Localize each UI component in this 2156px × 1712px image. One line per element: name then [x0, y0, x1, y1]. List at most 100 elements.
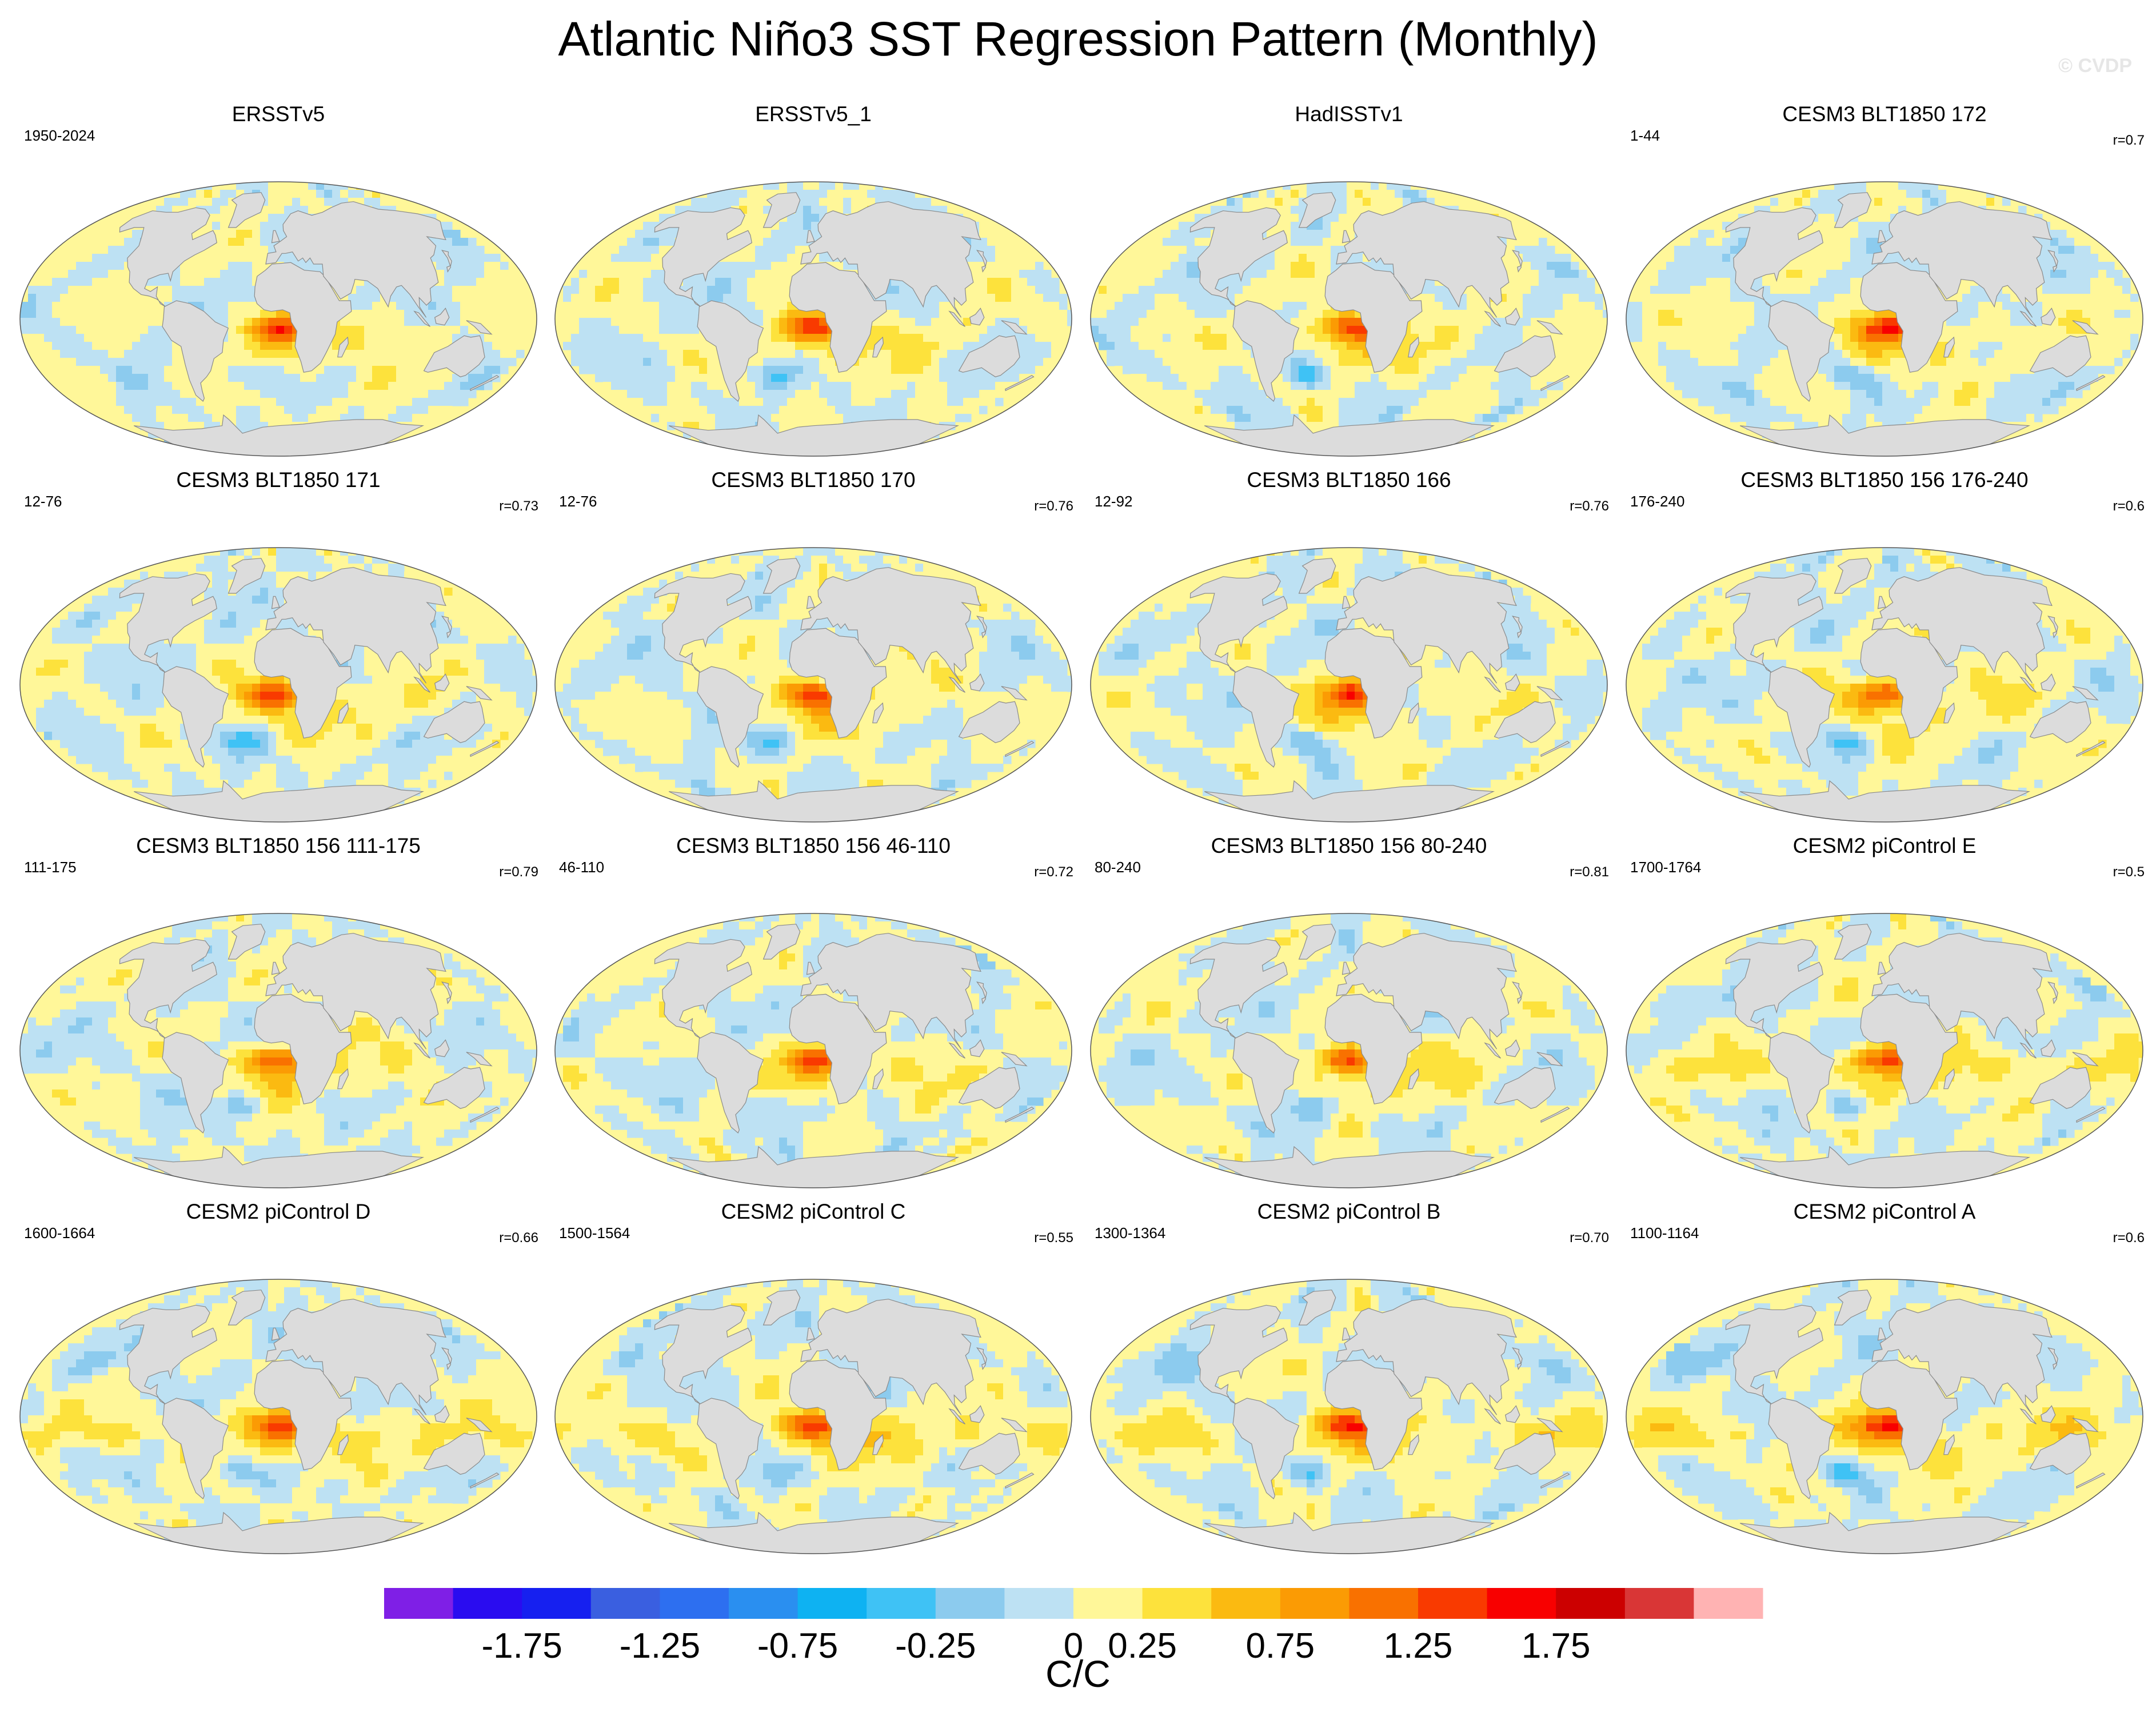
land-mask — [1877, 961, 1886, 975]
land-mask — [1871, 1299, 2053, 1415]
land-mask — [133, 1511, 425, 1554]
land-mask — [254, 993, 352, 1104]
land-mask — [1232, 1032, 1300, 1134]
colorbar-swatch — [797, 1588, 867, 1619]
map-outline — [1626, 1279, 2143, 1554]
colorbar-swatch — [729, 1588, 798, 1619]
land-mask — [1408, 1068, 1420, 1090]
land-mask — [654, 573, 752, 673]
land-mask — [1860, 628, 1958, 739]
land-mask — [1943, 336, 1955, 358]
panel-pattern-correlation: r=0.5 — [2113, 864, 2145, 880]
map-outline — [1626, 181, 2143, 457]
land-mask — [1001, 686, 1028, 701]
land-mask — [697, 1032, 764, 1134]
land-mask — [271, 961, 280, 975]
land-mask — [423, 1432, 485, 1475]
land-mask — [1834, 924, 1872, 960]
land-mask — [806, 961, 815, 975]
land-mask — [2041, 673, 2056, 692]
map-outline — [1090, 1279, 1608, 1554]
land-mask — [466, 686, 493, 701]
panel-years: 80-240 — [1095, 859, 1141, 876]
panel-pattern-correlation: r=0.55 — [1034, 1230, 1073, 1246]
land-mask — [423, 701, 485, 743]
colorbar-swatch — [522, 1588, 592, 1619]
land-mask — [1511, 1347, 1523, 1370]
land-mask — [1189, 573, 1288, 673]
land-mask — [1494, 1067, 1556, 1109]
land-mask — [762, 1290, 801, 1326]
land-mask — [872, 1068, 884, 1090]
land-mask — [958, 701, 1020, 743]
colorbar-swatch — [935, 1588, 1005, 1619]
land-mask — [1536, 320, 1563, 335]
panel-pattern-correlation: r=0.6 — [2113, 1230, 2145, 1246]
land-mask — [976, 616, 987, 638]
land-mask — [227, 192, 266, 228]
land-mask — [2019, 310, 2037, 327]
map-panel: CESM2 piControl B 1300-1364 r=0.70 — [1083, 1199, 1615, 1565]
panel-years: 1700-1764 — [1630, 859, 1701, 876]
land-mask — [423, 1067, 485, 1109]
land-mask — [1408, 1434, 1420, 1455]
land-mask — [466, 1418, 493, 1432]
sst-map — [554, 547, 1072, 823]
land-mask — [434, 673, 450, 692]
land-mask — [1860, 262, 1958, 373]
sst-map — [554, 181, 1072, 457]
sst-map — [19, 1279, 537, 1554]
map-panel: CESM3 BLT1850 171 12-76 r=0.73 — [13, 468, 544, 833]
land-mask — [1505, 1405, 1520, 1423]
land-mask — [1725, 573, 1823, 673]
panel-title: CESM2 piControl B — [1083, 1199, 1615, 1224]
land-mask — [2047, 981, 2058, 1004]
colorbar-swatch — [1142, 1588, 1212, 1619]
land-mask — [1540, 740, 1570, 757]
land-mask — [1725, 939, 1823, 1039]
land-mask — [1768, 1398, 1835, 1499]
land-mask — [2029, 335, 2091, 377]
land-mask — [762, 192, 801, 228]
land-mask — [1768, 300, 1835, 402]
map-panel: CESM3 BLT1850 170 12-76 r=0.76 — [548, 468, 1079, 833]
land-mask — [958, 1067, 1020, 1109]
land-mask — [271, 230, 280, 244]
land-mask — [337, 336, 349, 358]
map-panel: CESM2 piControl A 1100-1164 r=0.6 — [1619, 1199, 2150, 1565]
land-mask — [265, 933, 446, 1049]
panel-title: CESM3 BLT1850 166 — [1083, 468, 1615, 493]
land-mask — [1540, 374, 1570, 392]
panel-pattern-correlation: r=0.7 — [2113, 133, 2145, 149]
map-outline — [19, 181, 537, 457]
land-mask — [872, 702, 884, 724]
map-outline — [1090, 181, 1608, 457]
land-mask — [337, 1068, 349, 1090]
land-mask — [1834, 558, 1872, 594]
land-mask — [119, 573, 217, 673]
land-mask — [1871, 567, 2053, 684]
land-mask — [2041, 308, 2056, 326]
panel-pattern-correlation: r=0.76 — [1570, 498, 1609, 514]
land-mask — [1739, 414, 2031, 456]
land-mask — [1005, 1472, 1035, 1489]
sst-map — [1626, 1279, 2143, 1554]
land-mask — [1204, 780, 1495, 822]
land-mask — [1336, 1299, 1517, 1415]
map-panel: CESM3 BLT1850 156 111-175 111-175 r=0.79 — [13, 833, 544, 1199]
land-mask — [119, 939, 217, 1039]
land-mask — [1943, 1434, 1955, 1455]
land-mask — [2041, 1405, 2056, 1423]
land-mask — [441, 981, 452, 1004]
panel-title: CESM2 piControl D — [13, 1199, 544, 1224]
land-mask — [2076, 740, 2106, 757]
map-panel: CESM3 BLT1850 166 12-92 r=0.76 — [1083, 468, 1615, 833]
land-mask — [1505, 673, 1520, 692]
map-outline — [19, 547, 537, 823]
land-mask — [470, 374, 500, 392]
land-mask — [872, 1434, 884, 1455]
land-mask — [2072, 1052, 2099, 1067]
map-outline — [19, 913, 537, 1188]
map-panel: CESM2 piControl D 1600-1664 r=0.66 — [13, 1199, 544, 1565]
panel-years: 1950-2024 — [24, 127, 95, 144]
